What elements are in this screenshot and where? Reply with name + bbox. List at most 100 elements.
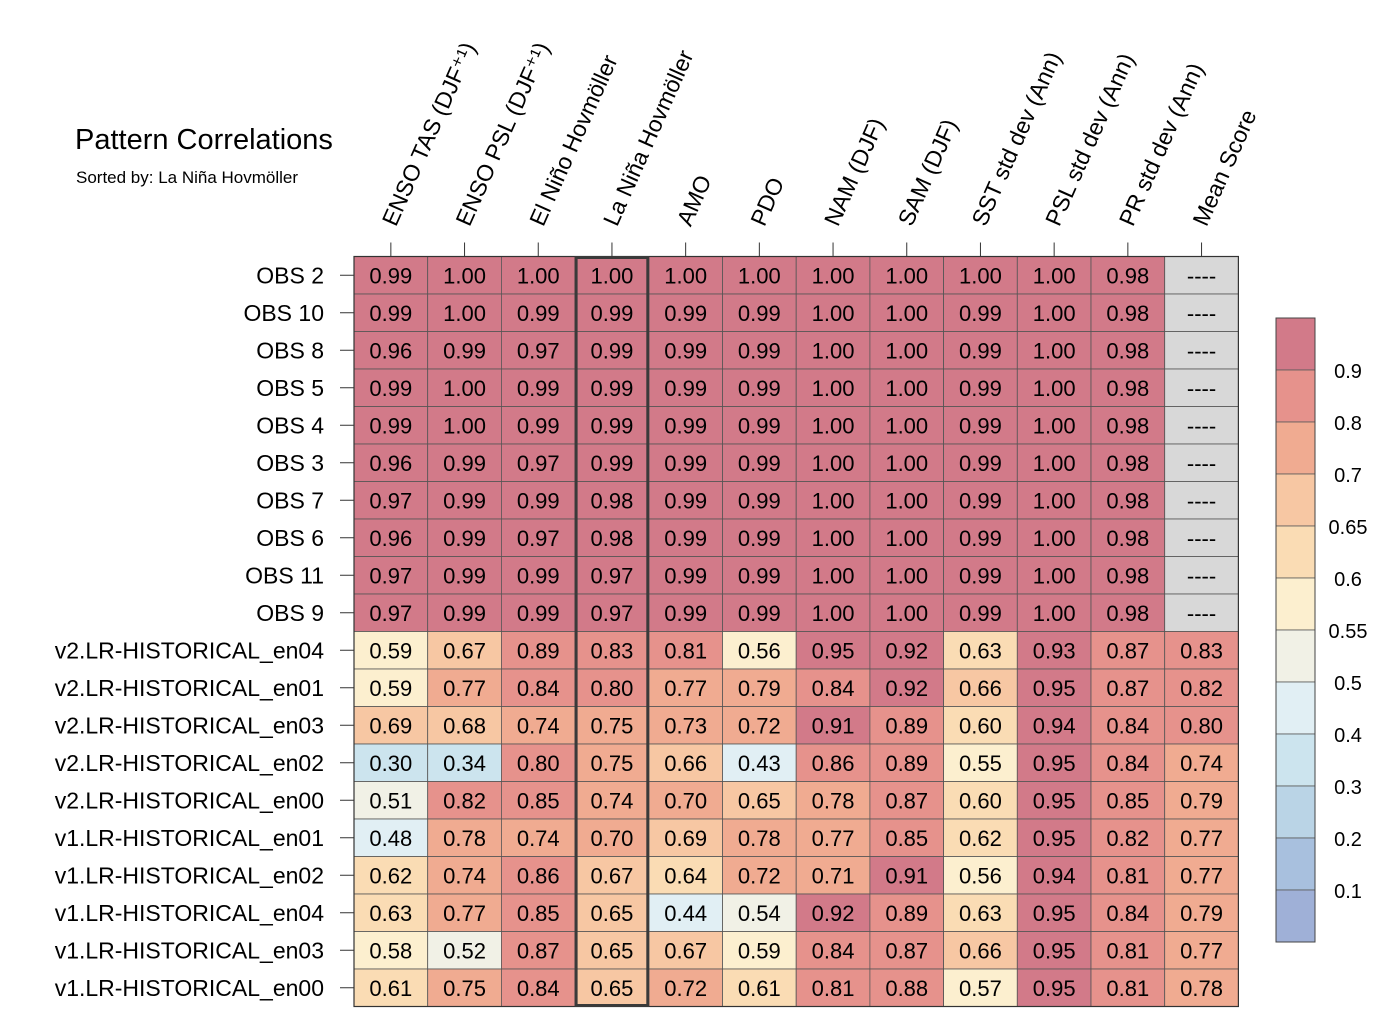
heatmap-cell (1090, 518, 1166, 557)
heatmap-cell (1090, 743, 1166, 782)
cell-value: 0.98 (591, 526, 634, 551)
heatmap-cell (1090, 256, 1166, 295)
cell-value: 0.95 (1033, 901, 1076, 926)
heatmap-cell (1164, 518, 1239, 557)
cell-value: 0.99 (738, 376, 781, 401)
cell-value: 0.99 (591, 301, 634, 326)
row-label: v2.LR-HISTORICAL_en02 (55, 750, 324, 776)
heatmap-cell (722, 743, 797, 782)
cell-value: 0.72 (738, 863, 781, 888)
cell-value: 0.99 (664, 413, 707, 438)
cell-value: 0.61 (738, 976, 781, 1001)
cell-value: 0.98 (591, 488, 634, 513)
row-label: OBS 10 (243, 300, 324, 326)
cell-value: 0.66 (664, 751, 707, 776)
colorbar-label: 0.7 (1334, 465, 1362, 487)
heatmap-cell (1016, 406, 1092, 445)
cell-value: 0.99 (664, 488, 707, 513)
cell-value: 0.99 (369, 376, 412, 401)
colorbar-swatch (1275, 421, 1316, 475)
colorbar-label: 0.5 (1334, 673, 1362, 695)
cell-value: 1.00 (812, 563, 855, 588)
cell-value: 0.95 (1033, 751, 1076, 776)
heatmap-cell (648, 818, 723, 857)
heatmap-cell (869, 406, 945, 445)
cell-value: 0.99 (443, 338, 486, 363)
cell-value: 1.00 (885, 376, 928, 401)
cell-value: 0.99 (443, 601, 486, 626)
cell-value: 1.00 (1033, 263, 1076, 288)
column-label: PDO (745, 173, 789, 229)
cell-value: 0.56 (959, 863, 1002, 888)
cell-value: 1.00 (885, 413, 928, 438)
heatmap-cell (1016, 331, 1092, 370)
heatmap-cell (1164, 968, 1239, 1007)
cell-value: 0.97 (591, 601, 634, 626)
heatmap-cell (943, 706, 1018, 745)
heatmap-cell (869, 931, 945, 970)
cell-value: 1.00 (885, 563, 928, 588)
heatmap-cell (500, 406, 576, 445)
colorbar-swatch (1275, 473, 1316, 527)
cell-value: 0.72 (738, 713, 781, 738)
cell-value: 0.43 (738, 751, 781, 776)
cell-value: 0.51 (369, 788, 412, 813)
heatmap-cell (500, 331, 576, 370)
cell-value: 0.99 (738, 601, 781, 626)
cell-value: 0.80 (517, 751, 560, 776)
cell-value: ---- (1187, 526, 1216, 551)
cell-value: 1.00 (812, 526, 855, 551)
heatmap-cell (943, 631, 1018, 670)
heatmap-cell (427, 481, 502, 520)
cell-value: 0.66 (959, 938, 1002, 963)
heatmap-cell (722, 406, 797, 445)
heatmap-cell (1164, 593, 1239, 632)
cell-value: 0.99 (664, 376, 707, 401)
heatmap-cell (353, 593, 429, 632)
heatmap-cell (943, 818, 1018, 857)
cell-value: 1.00 (885, 601, 928, 626)
cell-value: 0.59 (369, 638, 412, 663)
cell-value: 1.00 (1033, 488, 1076, 513)
cell-value: 0.65 (591, 976, 634, 1001)
cell-value: 0.72 (664, 976, 707, 1001)
heatmap-cell (869, 481, 945, 520)
cell-value: 0.75 (443, 976, 486, 1001)
cell-value: 0.98 (1106, 413, 1149, 438)
cell-value: 1.00 (443, 263, 486, 288)
cell-value: 0.34 (443, 751, 486, 776)
cell-value: 0.79 (1180, 901, 1223, 926)
heatmap-cell (427, 968, 502, 1007)
heatmap-cell (427, 668, 502, 707)
heatmap-cell (500, 631, 576, 670)
cell-value: 0.84 (812, 676, 855, 701)
cell-value: 0.89 (885, 751, 928, 776)
cell-value: 0.70 (591, 826, 634, 851)
heatmap-cell (1164, 293, 1239, 332)
cell-value: 0.70 (664, 788, 707, 813)
cell-value: ---- (1187, 451, 1216, 476)
cell-value: 0.78 (443, 826, 486, 851)
cell-value: 0.69 (664, 826, 707, 851)
cell-value: 0.99 (443, 451, 486, 476)
cell-value: 0.98 (1106, 301, 1149, 326)
cell-value: 0.99 (664, 526, 707, 551)
cell-value: 0.87 (1106, 638, 1149, 663)
heatmap-cell (648, 893, 723, 932)
cell-value: 0.99 (738, 563, 781, 588)
cell-value: 0.99 (443, 526, 486, 551)
cell-value: 0.79 (1180, 788, 1223, 813)
heatmap-cell (648, 743, 723, 782)
cell-value: 0.60 (959, 713, 1002, 738)
heatmap-cell (722, 593, 797, 632)
row-label: OBS 4 (256, 412, 324, 438)
heatmap-cell (1090, 368, 1166, 407)
heatmap-cell (795, 293, 871, 332)
heatmap-cell (795, 893, 871, 932)
heatmap-cell (500, 556, 576, 595)
cell-value: 0.99 (664, 601, 707, 626)
heatmap-cell (1016, 706, 1092, 745)
heatmap-cell (574, 293, 650, 332)
heatmap-cell (1090, 331, 1166, 370)
cell-value: 0.99 (664, 451, 707, 476)
